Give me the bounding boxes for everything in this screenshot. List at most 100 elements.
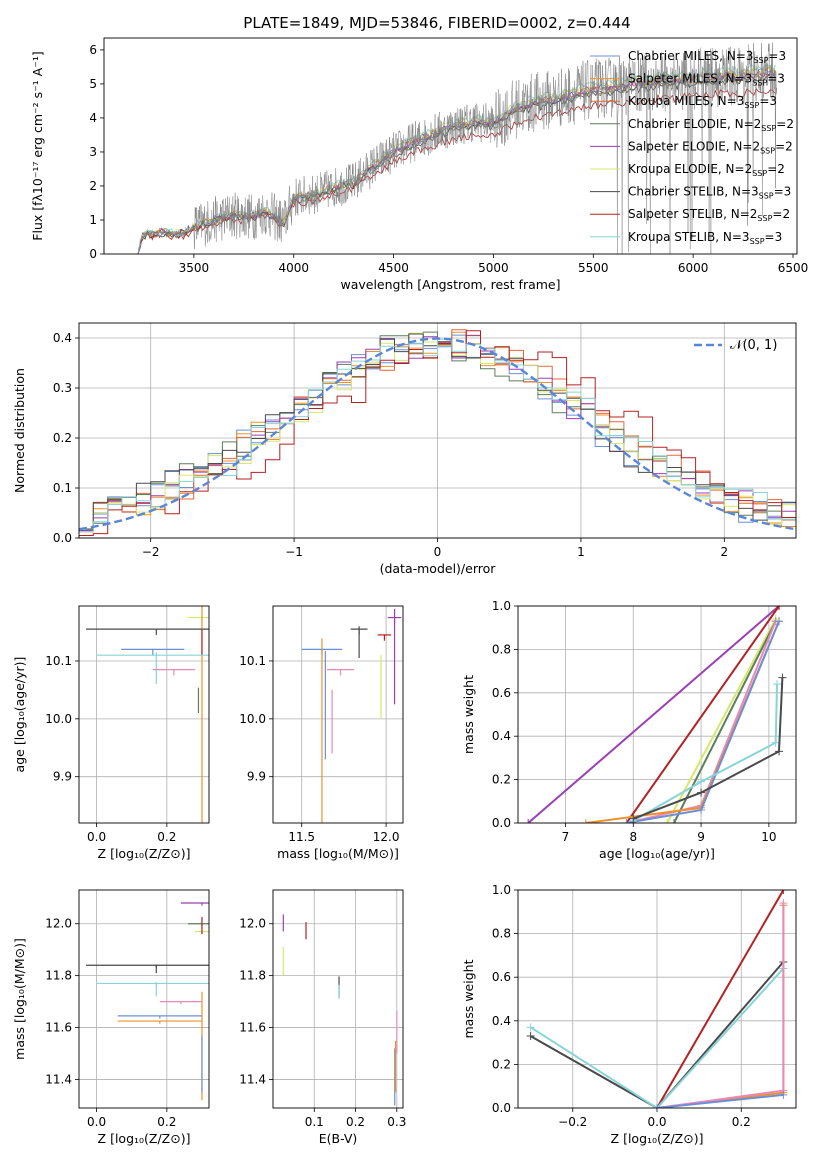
x-tick-label: 11.5 — [288, 830, 315, 844]
spectrum-axes: 3500 4000 4500 5000 5500 6000 6500 0 1 2 3 4 5 6 wavel… — [30, 43, 808, 292]
mass-weight-marker — [775, 617, 784, 626]
spectrum-frame — [103, 37, 798, 255]
spectrum-plot — [137, 42, 778, 254]
y-tick-label: 10.1 — [45, 654, 72, 668]
y-axis-label: Flux [fλ10⁻¹⁷ erg cm⁻² s⁻¹ A⁻¹] — [30, 51, 45, 240]
y-tick-label: 5 — [89, 77, 97, 91]
x-tick-label: 12.0 — [373, 830, 400, 844]
mass_vs_Z-plot — [86, 902, 209, 1101]
y-tick-label: 9.9 — [247, 770, 266, 784]
x-tick-label: −1 — [285, 545, 303, 559]
legend-suffix: =3 — [774, 185, 792, 199]
age_vs_Z-axes: 0.0 0.2 9.9 10.0 10.1 Z [log₁₀(Z/Z⊙)] age [log… — [12, 606, 209, 861]
mass-weight-marker — [663, 819, 672, 823]
y-tick-label: 2 — [89, 179, 97, 193]
x-tick-label: 2 — [720, 545, 728, 559]
massweight_vs_Z-axes: −0.2 0.0 0.2 0.0 0.2 0.4 0.6 0.8 1.0 Z [log₁₀(Z/Z… — [461, 883, 796, 1146]
x-tick-label: 0.2 — [157, 1115, 176, 1129]
x-tick-label: 10 — [761, 830, 776, 844]
mass-weight-line — [656, 967, 785, 1108]
y-tick-label: 11.4 — [45, 1072, 72, 1086]
legend-subscript: SSP — [757, 214, 772, 223]
mass-weight-marker — [779, 890, 788, 894]
mass-weight-marker — [771, 738, 780, 747]
errorbar-point — [152, 669, 195, 676]
mass-weight-line — [632, 684, 778, 822]
mass_vs_EBV-plot — [282, 914, 398, 1106]
mass-weight-marker — [629, 814, 638, 823]
y-tick-label: 4 — [89, 111, 97, 125]
x-tick-label: 3500 — [179, 261, 210, 275]
x-tick-label: 5500 — [578, 261, 609, 275]
age_vs_Z-plot — [86, 606, 209, 823]
mass-weight-marker — [778, 673, 787, 682]
y-tick-label: 1.0 — [492, 883, 511, 897]
x-tick-label: 5000 — [478, 261, 509, 275]
legend-suffix: =2 — [767, 162, 785, 176]
y-tick-label: 0.2 — [53, 431, 72, 445]
x-axis-label: (data-model)/error — [380, 561, 497, 576]
x-axis-label: age [log₁₀(age/yr)] — [599, 846, 715, 861]
mass-weight-line — [530, 1035, 658, 1108]
x-axis-label: mass [log₁₀(M/M⊙)] — [277, 846, 399, 861]
legend-subscript: SSP — [752, 79, 767, 88]
massweight_vs_Z-plot — [526, 890, 788, 1108]
y-axis-label: mass weight — [461, 959, 476, 1038]
age_vs_mass-frame — [272, 605, 404, 824]
x-tick-label: 0.1 — [305, 1115, 324, 1129]
mass-weight-line — [656, 890, 785, 1108]
legend-subscript: SSP — [750, 237, 765, 246]
x-tick-label: 0.2 — [732, 1115, 751, 1129]
mass-weight-line — [656, 1093, 784, 1108]
y-tick-label: 11.6 — [239, 1021, 266, 1035]
y-tick-label: 11.8 — [45, 969, 72, 983]
spectrum-legend: Chabrier MILES, N=3SSP=3 Salpeter MILES, … — [590, 49, 794, 246]
mass-weight-line — [673, 620, 777, 823]
y-tick-label: 0.4 — [492, 729, 511, 743]
y-tick-label: 0.0 — [492, 1101, 511, 1115]
mass_vs_EBV-axes: 0.1 0.2 0.3 11.4 11.6 11.8 12.0 E(B-V) — [239, 890, 406, 1146]
y-tick-label: 10.0 — [45, 712, 72, 726]
x-tick-label: 6500 — [778, 261, 809, 275]
y-tick-label: 1 — [89, 213, 97, 227]
x-tick-label: 4000 — [278, 261, 309, 275]
y-axis-label: mass [log₁₀(M/M⊙)] — [12, 938, 27, 1060]
histogram-plot — [79, 329, 796, 536]
legend-entry: Kroupa MILES, N=3SSP=3 — [628, 94, 777, 110]
y-tick-label: 11.8 — [239, 969, 266, 983]
y-tick-label: 0.0 — [53, 531, 72, 545]
mass-weight-line — [666, 618, 777, 823]
histogram-series — [79, 338, 796, 533]
y-axis-label: age [log₁₀(age/yr)] — [12, 657, 27, 773]
legend-entry: Kroupa STELIB, N=3SSP=3 — [628, 230, 782, 246]
mass-weight-line — [625, 606, 780, 823]
y-tick-label: 0.6 — [492, 686, 511, 700]
mass-weight-line — [530, 1026, 658, 1108]
errorbar-point — [117, 1020, 202, 1024]
x-tick-label: 6000 — [678, 261, 709, 275]
mass-weight-marker — [669, 819, 678, 823]
errorbar-point — [327, 669, 355, 676]
y-axis-label: mass weight — [461, 675, 476, 754]
x-tick-label: 4500 — [378, 261, 409, 275]
y-tick-label: 12.0 — [239, 917, 266, 931]
mass_vs_Z-frame — [78, 889, 210, 1109]
massweight_vs_age-frame — [517, 605, 797, 824]
x-axis-label: Z [log₁₀(Z/Z⊙)] — [611, 1131, 704, 1146]
mass-weight-marker — [622, 819, 631, 823]
legend-entry: Chabrier STELIB, N=3SSP=3 — [628, 185, 791, 201]
x-tick-label: −0.2 — [558, 1115, 587, 1129]
x-tick-label: 0.2 — [157, 830, 176, 844]
legend-suffix: =3 — [759, 94, 777, 108]
mass-weight-marker — [581, 819, 590, 823]
y-tick-label: 11.4 — [239, 1072, 266, 1086]
legend-entry: Kroupa ELODIE, N=2SSP=2 — [628, 162, 785, 178]
y-tick-label: 1.0 — [492, 599, 511, 613]
y-tick-label: 10.1 — [239, 654, 266, 668]
y-tick-label: 0.1 — [53, 481, 72, 495]
y-tick-label: 10.0 — [239, 712, 266, 726]
x-tick-label: 0.0 — [647, 1115, 666, 1129]
y-tick-label: 0.6 — [492, 970, 511, 984]
x-tick-label: 0.0 — [87, 1115, 106, 1129]
mass-weight-line — [632, 677, 784, 820]
